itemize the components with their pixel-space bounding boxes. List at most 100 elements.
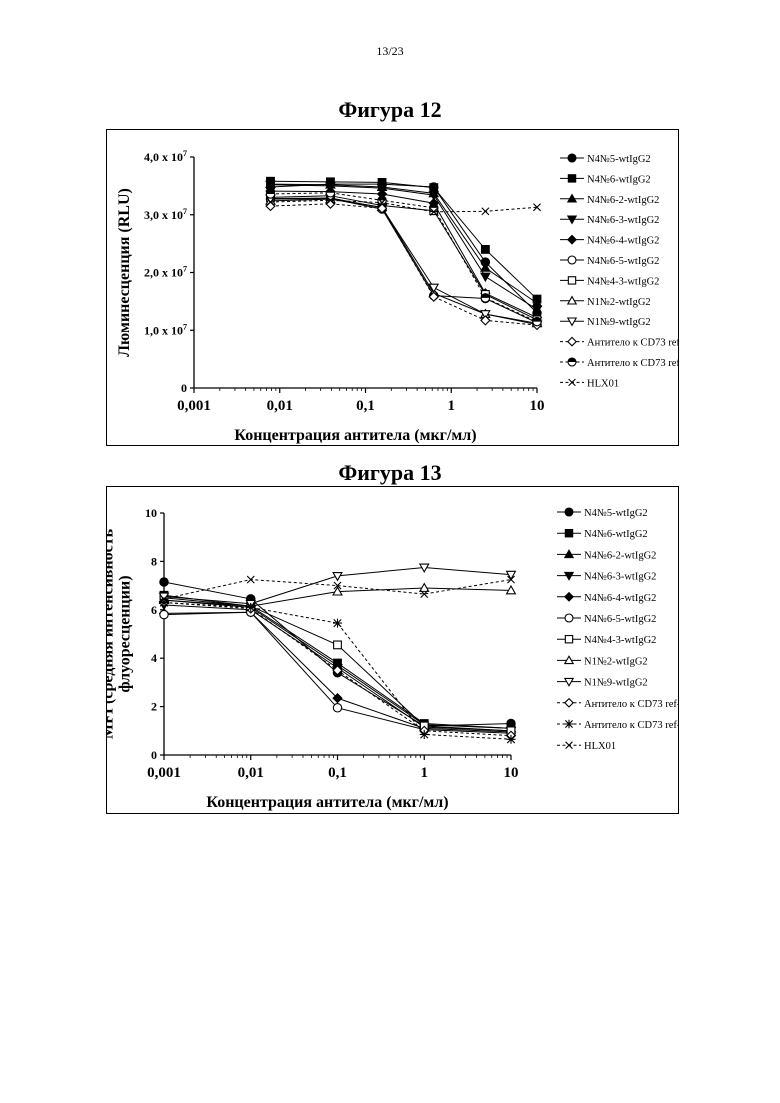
fig12-series-n4-5-wtigg2 bbox=[266, 180, 541, 317]
fig13-y-tick-label: 2 bbox=[151, 700, 157, 714]
fig12-series-антитело-к-cd73-ref-1 bbox=[266, 199, 541, 329]
fig13-legend-item: N1№9-wtIgG2 bbox=[557, 678, 648, 689]
fig12-data-point bbox=[430, 204, 438, 212]
fig12-y-tick-label: 0 bbox=[181, 381, 187, 395]
fig13-legend-item: Антитело к CD73 ref-2 bbox=[557, 720, 678, 731]
fig12-y-tick-label: 4,0 x 107 bbox=[144, 149, 187, 164]
fig12-x-axis-label: Концентрация антитела (мкг/мл) bbox=[234, 427, 476, 444]
fig12-y-tick-label: 1,0 x 107 bbox=[144, 322, 187, 337]
fig12-legend-label: N4№6-wtIgG2 bbox=[587, 174, 651, 185]
fig12-x-tick-label: 0,001 bbox=[177, 398, 211, 414]
fig13-legend-label: N4№4-3-wtIgG2 bbox=[584, 635, 656, 646]
fig13-legend-label: N4№6-5-wtIgG2 bbox=[584, 614, 656, 625]
fig12-series-line bbox=[270, 204, 537, 325]
fig13-y-axis-label: MFI (средняя интенсивность bbox=[107, 528, 117, 739]
fig13-data-point bbox=[246, 603, 255, 612]
fig12-legend-item: N1№2-wtIgG2 bbox=[560, 297, 651, 308]
fig13-legend-item: N4№6-wtIgG2 bbox=[557, 529, 648, 540]
fig13-legend-marker bbox=[565, 720, 574, 729]
figure-13-chart: 02468100,0010,010,1110Концентрация антит… bbox=[107, 487, 678, 813]
fig13-legend-item: N4№6-4-wtIgG2 bbox=[557, 593, 656, 604]
fig13-legend-label: N4№6-wtIgG2 bbox=[584, 529, 648, 540]
fig12-y-tick-label: 3,0 x 107 bbox=[144, 207, 187, 222]
fig12-series-n1-2-wtigg2 bbox=[266, 195, 541, 327]
fig12-series-line bbox=[270, 193, 537, 322]
fig13-legend-label: N1№9-wtIgG2 bbox=[584, 678, 648, 689]
fig13-legend-marker bbox=[565, 508, 573, 516]
figure-13-chart-panel: 02468100,0010,010,1110Концентрация антит… bbox=[106, 486, 679, 814]
fig12-legend-item: N4№6-5-wtIgG2 bbox=[560, 256, 659, 267]
fig13-legend-marker bbox=[565, 593, 573, 601]
fig13-legend-marker bbox=[565, 614, 573, 622]
fig13-x-tick-label: 1 bbox=[421, 765, 429, 781]
figure-12-title: Фигура 12 bbox=[0, 97, 780, 123]
fig12-x-tick-label: 0,01 bbox=[267, 398, 293, 414]
fig12-data-point bbox=[481, 273, 490, 281]
fig13-legend-label: N4№6-4-wtIgG2 bbox=[584, 593, 656, 604]
fig12-legend-label: N4№6-3-wtIgG2 bbox=[587, 215, 659, 226]
fig13-data-point bbox=[507, 571, 516, 579]
fig12-legend-label: Антитело к CD73 ref-2 bbox=[587, 358, 678, 369]
fig13-data-point bbox=[334, 641, 342, 649]
fig13-legend-label: N4№5-wtIgG2 bbox=[584, 508, 648, 519]
fig13-legend-item: N4№4-3-wtIgG2 bbox=[557, 635, 656, 646]
fig12-legend-item: N4№4-3-wtIgG2 bbox=[560, 276, 659, 287]
fig13-x-tick-label: 0,1 bbox=[328, 765, 347, 781]
fig13-x-tick-label: 0,01 bbox=[238, 765, 264, 781]
fig12-series-n1-9-wtigg2 bbox=[266, 195, 541, 329]
fig13-legend-marker bbox=[566, 742, 573, 749]
fig12-data-point bbox=[533, 317, 541, 325]
fig12-legend-marker bbox=[568, 256, 576, 264]
fig12-legend-label: N4№6-5-wtIgG2 bbox=[587, 256, 659, 267]
fig13-y-tick-label: 0 bbox=[151, 748, 157, 762]
fig12-data-point bbox=[482, 246, 490, 254]
fig12-series-n4-6-5-wtigg2 bbox=[266, 194, 541, 327]
fig12-legend-label: Антитело к CD73 ref-1 bbox=[587, 338, 678, 349]
fig12-legend-label: N1№9-wtIgG2 bbox=[587, 317, 651, 328]
fig12-data-point bbox=[481, 294, 489, 302]
fig13-legend-label: N4№6-2-wtIgG2 bbox=[584, 550, 656, 561]
fig12-data-point bbox=[482, 208, 489, 215]
fig12-series-n4-6-3-wtigg2 bbox=[266, 181, 541, 314]
fig13-legend-item: N4№6-3-wtIgG2 bbox=[557, 572, 656, 583]
fig13-legend-marker bbox=[565, 636, 572, 643]
fig13-data-point bbox=[420, 730, 429, 739]
fig13-legend-marker bbox=[565, 530, 572, 537]
fig13-legend-label: Антитело к CD73 ref-1 bbox=[584, 699, 678, 710]
fig13-legend-label: Антитело к CD73 ref-2 bbox=[584, 720, 678, 731]
fig12-legend-label: N4№6-2-wtIgG2 bbox=[587, 195, 659, 206]
fig12-legend-marker bbox=[568, 277, 575, 284]
fig13-y-tick-label: 8 bbox=[151, 554, 157, 568]
fig12-legend-item: N4№6-2-wtIgG2 bbox=[560, 195, 659, 206]
fig13-data-point bbox=[333, 704, 341, 712]
fig12-x-tick-label: 1 bbox=[448, 398, 456, 414]
fig12-legend-marker bbox=[568, 337, 576, 345]
fig12-legend-item: N4№5-wtIgG2 bbox=[560, 154, 651, 165]
fig12-legend-marker bbox=[568, 175, 575, 182]
fig12-series-line bbox=[270, 196, 537, 320]
fig12-x-tick-label: 0,1 bbox=[356, 398, 375, 414]
figure-13-title: Фигура 13 bbox=[0, 460, 780, 486]
fig13-data-point bbox=[247, 576, 254, 583]
figure-12-chart-panel: 0 1,0 x 107 2,0 x 107 3,0 x 107 4,0 x 107 0,0… bbox=[106, 129, 679, 446]
fig12-legend-marker bbox=[568, 358, 576, 366]
fig13-legend-label: N4№6-3-wtIgG2 bbox=[584, 572, 656, 583]
fig12-legend-item: N4№6-4-wtIgG2 bbox=[560, 235, 659, 246]
fig12-legend-item: N4№6-3-wtIgG2 bbox=[560, 215, 659, 226]
fig13-x-axis-label: Концентрация антитела (мкг/мл) bbox=[206, 794, 448, 811]
fig13-x-tick-label: 10 bbox=[504, 765, 519, 781]
fig12-y-tick-label: 2,0 x 107 bbox=[144, 265, 187, 280]
fig13-legend-item: Антитело к CD73 ref-1 bbox=[557, 699, 678, 710]
fig12-legend-label: N4№5-wtIgG2 bbox=[587, 154, 651, 165]
fig12-legend-item: HLX01 bbox=[560, 378, 619, 389]
fig13-x-tick-label: 0,001 bbox=[147, 765, 181, 781]
fig13-y-tick-label: 6 bbox=[151, 603, 157, 617]
fig13-legend-item: N4№5-wtIgG2 bbox=[557, 508, 648, 519]
fig13-legend-item: HLX01 bbox=[557, 741, 616, 752]
fig12-legend-item: Антитело к CD73 ref-2 bbox=[560, 358, 678, 369]
fig12-series-line bbox=[270, 200, 537, 212]
figure-12-chart: 0 1,0 x 107 2,0 x 107 3,0 x 107 4,0 x 107 0,0… bbox=[107, 130, 678, 445]
fig12-legend-item: Антитело к CD73 ref-1 bbox=[560, 337, 678, 348]
fig13-data-point bbox=[506, 735, 515, 744]
fig13-legend-item: N4№6-5-wtIgG2 bbox=[557, 614, 656, 625]
